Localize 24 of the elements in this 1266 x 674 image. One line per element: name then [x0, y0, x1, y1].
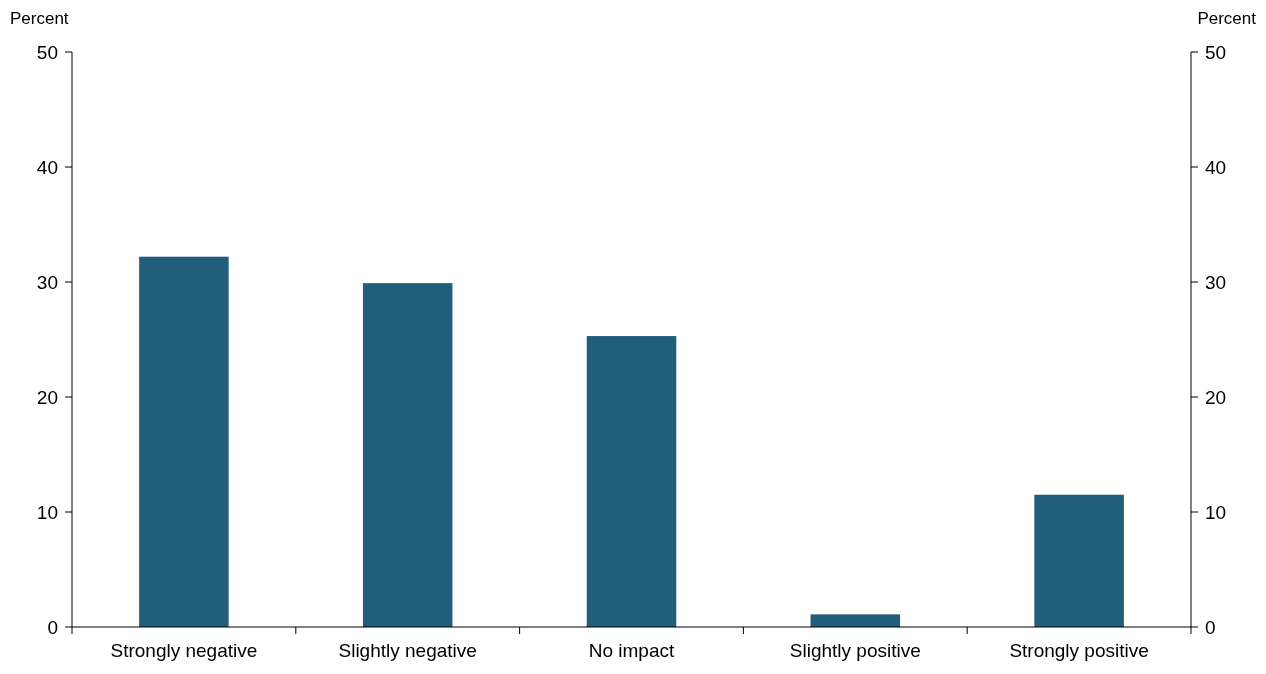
bar [139, 256, 229, 627]
y-tick-label: 20 [36, 386, 58, 408]
bar [362, 283, 453, 627]
y2-tick-label: 10 [1205, 501, 1227, 523]
y-tick-label: 0 [47, 616, 58, 638]
y2-tick-label: 0 [1205, 616, 1216, 638]
y-tick-label: 10 [36, 501, 58, 523]
y2-tick-label: 30 [1205, 271, 1227, 293]
y2-tick-label: 50 [1205, 41, 1227, 63]
y2-tick-label: 20 [1205, 386, 1227, 408]
y-tick-label: 30 [36, 271, 58, 293]
y-tick-label: 50 [36, 41, 58, 63]
x-tick-label: Slightly negative [338, 640, 477, 661]
y-tick-label: 40 [36, 156, 58, 178]
y2-axis-title: Percent [1197, 9, 1257, 28]
y-axis-title: Percent [10, 9, 69, 28]
x-tick-label: Strongly negative [110, 640, 258, 661]
y2-tick-label: 40 [1205, 156, 1227, 178]
x-tick-label: Slightly positive [789, 640, 921, 661]
bar [586, 336, 677, 627]
bar [810, 614, 901, 627]
x-tick-label: Strongly positive [1009, 640, 1149, 661]
bar [1034, 494, 1124, 627]
x-tick-label: No impact [588, 640, 675, 661]
